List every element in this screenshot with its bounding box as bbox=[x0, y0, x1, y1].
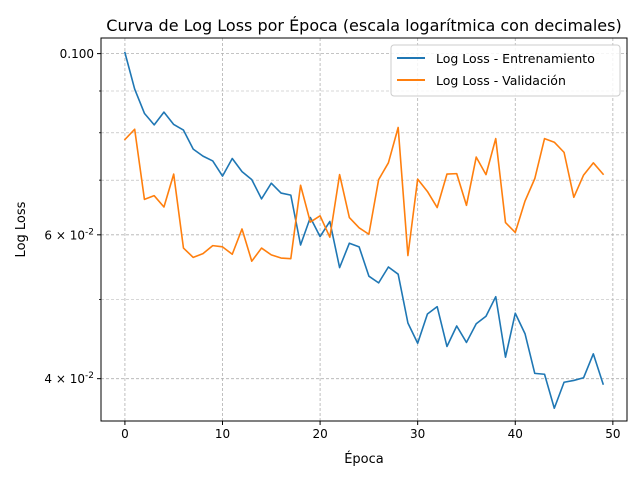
tick-layer: 0 10 20 30 40 50 4 × 10-2 6 × 10-2 0.100 bbox=[44, 47, 620, 441]
series-line-entrenamiento bbox=[123, 51, 605, 410]
series-layer bbox=[123, 51, 605, 410]
y-axis-label: Log Loss bbox=[14, 201, 29, 257]
legend-label-entrenamiento: Log Loss - Entrenamiento bbox=[436, 51, 595, 66]
axes-frame bbox=[100, 37, 628, 422]
series-line-validacion bbox=[123, 126, 605, 263]
x-tick-label: 0 bbox=[121, 427, 129, 441]
x-tick-label: 40 bbox=[508, 427, 523, 441]
x-tick-label: 20 bbox=[312, 427, 327, 441]
x-tick-label: 30 bbox=[410, 427, 425, 441]
y-tick-label: 6 × 10-2 bbox=[44, 227, 94, 242]
y-tick-label: 0.100 bbox=[60, 47, 94, 61]
legend: Log Loss - Entrenamiento Log Loss - Vali… bbox=[390, 44, 621, 97]
legend-label-validacion: Log Loss - Validación bbox=[436, 73, 566, 88]
legend-box bbox=[390, 44, 621, 97]
y-tick-label: 4 × 10-2 bbox=[44, 371, 94, 386]
x-tick-label: 50 bbox=[605, 427, 620, 441]
x-tick-label: 10 bbox=[215, 427, 230, 441]
x-axis-label: Época bbox=[344, 451, 384, 467]
chart-title: Curva de Log Loss por Época (escala loga… bbox=[106, 16, 621, 35]
grid-layer bbox=[101, 38, 627, 421]
